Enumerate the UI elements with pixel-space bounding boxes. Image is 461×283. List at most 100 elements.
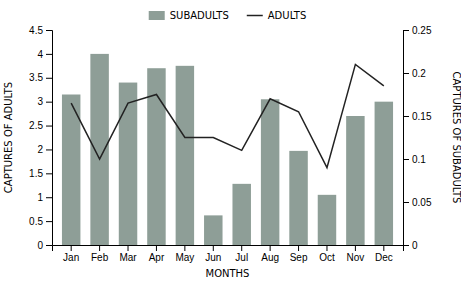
x-tick-label: Feb xyxy=(91,252,109,263)
x-tick-label: Apr xyxy=(149,252,165,263)
y2-tick: 0 xyxy=(403,240,418,251)
y2-tick: 0.15 xyxy=(403,111,432,122)
x-tick-mark xyxy=(383,245,384,251)
y-tick-label: 3 xyxy=(37,96,43,107)
x-tick-mark xyxy=(156,245,157,251)
y-tick-label: 4.5 xyxy=(29,25,43,36)
x-tick-mark xyxy=(71,245,72,251)
x-tick-label: Jul xyxy=(235,252,248,263)
y-tick-mark xyxy=(46,221,52,222)
bar xyxy=(261,99,279,245)
y-tick: 0 xyxy=(37,240,52,251)
x-tick: Aug xyxy=(261,245,279,263)
y-tick-label: 4 xyxy=(37,49,43,60)
y-tick: 3.5 xyxy=(29,72,52,83)
y2-tick-label: 0.15 xyxy=(412,111,432,122)
bar xyxy=(346,116,364,245)
plot: Jan Feb Mar Apr May Jun Jul Aug Sep Oct Nov Dec 0 0.5… xyxy=(29,25,432,263)
y-tick: 4.5 xyxy=(29,25,52,36)
y-tick-label: 0 xyxy=(37,240,43,251)
y2-tick: 0.2 xyxy=(403,68,426,79)
x-tick-mark xyxy=(128,245,129,251)
x-tick: Jul xyxy=(235,245,248,263)
y2-tick: 0.05 xyxy=(403,197,432,208)
chart: Jan Feb Mar Apr May Jun Jul Aug Sep Oct Nov Dec 0 0.5… xyxy=(0,0,461,283)
axis-line xyxy=(404,31,410,246)
x-axis: Jan Feb Mar Apr May Jun Jul Aug Sep Oct Nov Dec xyxy=(53,245,404,263)
legend-item: ADULTS xyxy=(247,10,307,21)
y2-axis-title: CAPTURES OF SUBADULTS xyxy=(451,72,461,204)
y-tick-label: 3.5 xyxy=(29,72,43,83)
x-axis-title: MONTHS xyxy=(206,268,250,279)
x-tick: Nov xyxy=(346,245,364,263)
legend: SUBADULTS ADULTS xyxy=(149,10,307,21)
x-tick: May xyxy=(175,245,194,263)
legend-label: ADULTS xyxy=(268,10,307,21)
x-tick-mark xyxy=(270,245,271,251)
bar xyxy=(232,184,250,245)
bar xyxy=(318,195,336,245)
x-tick-mark xyxy=(326,245,327,251)
x-tick-label: Jan xyxy=(63,252,79,263)
y-tick-mark xyxy=(46,54,52,55)
y-tick: 0.5 xyxy=(29,216,52,227)
y2-tick-mark xyxy=(403,116,409,117)
y2-tick-label: 0 xyxy=(412,240,418,251)
x-tick-mark xyxy=(99,245,100,251)
y-tick-mark xyxy=(46,173,52,174)
y2-tick-mark xyxy=(403,73,409,74)
x-tick-label: Mar xyxy=(119,252,137,263)
bar xyxy=(119,83,137,245)
y2-tick-label: 0.25 xyxy=(412,25,432,36)
legend-label: SUBADULTS xyxy=(170,10,229,21)
x-tick: Sep xyxy=(290,245,308,263)
x-tick: Apr xyxy=(149,245,165,263)
y-tick-mark xyxy=(46,126,52,127)
y-tick-label: 1 xyxy=(37,192,43,203)
y-tick: 3 xyxy=(37,96,52,107)
y-axis-title: CAPTURES OF ADULTS xyxy=(3,82,14,193)
y2-tick-label: 0.05 xyxy=(412,197,432,208)
y-tick-mark xyxy=(46,30,52,31)
y-tick: 2 xyxy=(37,144,52,155)
x-tick-mark xyxy=(213,245,214,251)
y-tick-mark xyxy=(46,197,52,198)
y2-tick-label: 0.2 xyxy=(412,68,426,79)
y2-tick-mark xyxy=(403,245,409,246)
y2-tick: 0.25 xyxy=(403,25,432,36)
x-tick-mark xyxy=(241,245,242,251)
line xyxy=(71,64,384,167)
x-tick-label: Oct xyxy=(319,252,335,263)
y-tick: 1 xyxy=(37,192,52,203)
x-tick-label: Nov xyxy=(346,252,364,263)
bar xyxy=(90,54,108,245)
y-tick-mark xyxy=(46,245,52,246)
x-tick: Jun xyxy=(205,245,221,263)
x-tick: Mar xyxy=(119,245,137,263)
x-tick: Feb xyxy=(91,245,109,263)
x-tick-mark xyxy=(184,245,185,251)
axis-line xyxy=(53,246,404,252)
y2-tick-mark xyxy=(403,202,409,203)
y-tick: 2.5 xyxy=(29,120,52,131)
bar xyxy=(204,215,222,245)
x-tick-label: Dec xyxy=(375,252,393,263)
legend-item: SUBADULTS xyxy=(149,10,229,21)
y-tick-mark xyxy=(46,102,52,103)
marks xyxy=(62,54,393,245)
y-tick-label: 0.5 xyxy=(29,216,43,227)
axis-line xyxy=(46,31,53,246)
y-tick-mark xyxy=(46,149,52,150)
x-tick-label: Sep xyxy=(290,252,308,263)
y-tick: 4 xyxy=(37,49,52,60)
y2-axis: 0 0.05 0.1 0.15 0.2 0.25 xyxy=(403,25,432,251)
x-tick-mark xyxy=(355,245,356,251)
bar xyxy=(289,151,307,245)
y2-tick-label: 0.1 xyxy=(412,154,426,165)
y-tick-label: 2 xyxy=(37,144,43,155)
y-tick: 1.5 xyxy=(29,168,52,179)
legend-swatch xyxy=(149,11,165,20)
x-tick-label: Jun xyxy=(205,252,221,263)
y-tick-label: 2.5 xyxy=(29,120,43,131)
x-tick: Oct xyxy=(319,245,335,263)
